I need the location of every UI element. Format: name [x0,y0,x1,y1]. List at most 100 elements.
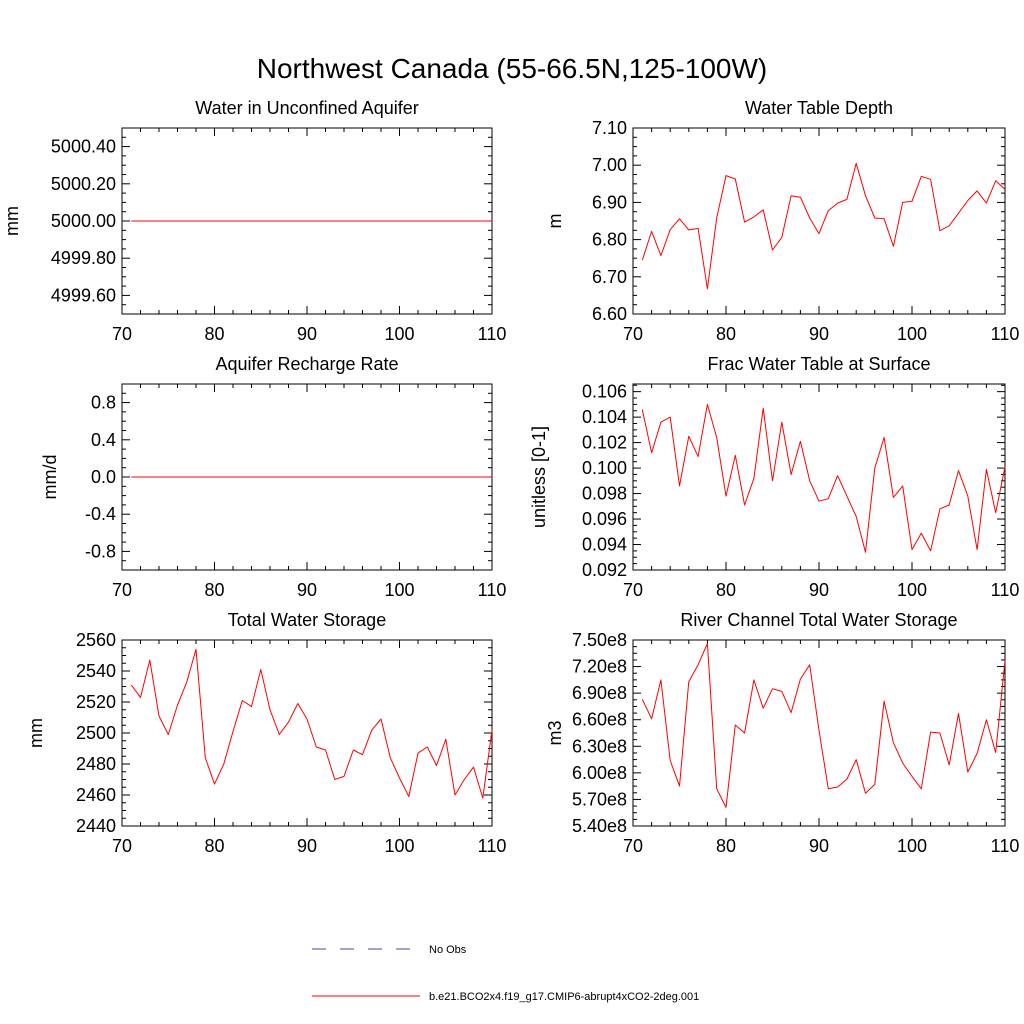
x-tick-label: 80 [716,580,736,600]
panel-grid: Water in Unconfined Aquifer mm 70 80 90 100 11… [2,98,1019,856]
y-tick-label: 0.098 [582,484,627,504]
x-tick-label: 100 [384,580,414,600]
panel-title: Water Table Depth [745,98,893,118]
x-tick-label: 80 [204,836,224,856]
y-tick-label: 0.100 [582,458,627,478]
data-series-line [642,404,1005,552]
x-tick-label: 110 [991,836,1020,856]
x-tick-label: 90 [297,324,317,344]
plot-frame [633,384,1005,570]
x-tick-label: 80 [716,836,736,856]
y-tick-label: 6.00e8 [572,763,627,783]
panel-title: Frac Water Table at Surface [707,354,930,374]
x-tick-label: 100 [897,580,927,600]
y-axis-label: m3 [545,720,565,745]
y-tick-label: 2440 [76,816,116,836]
y-tick-label: 2520 [76,692,116,712]
x-tick-label: 90 [297,836,317,856]
x-tick-label: 80 [204,580,224,600]
chart-panel-1: Water in Unconfined Aquifer mm 70 80 90 100 11… [2,98,506,344]
x-tick-label: 100 [897,324,927,344]
y-tick-label: 5.40e8 [572,816,627,836]
y-tick-label: 0.102 [582,433,627,453]
x-tick-label: 100 [384,836,414,856]
legend: No Obs b.e21.BCO2x4.f19_g17.CMIP6-abrupt… [312,944,699,1003]
x-tick-label: 80 [204,324,224,344]
x-tick-label: 110 [478,836,507,856]
chart-panel-3: Aquifer Recharge Rate mm/d 70 80 90 100 110 -0.… [40,354,506,600]
y-tick-label: 0.4 [91,430,116,450]
y-tick-label: 2560 [76,630,116,650]
y-axis-label: mm/d [40,455,60,500]
x-tick-label: 70 [623,324,643,344]
x-tick-label: 90 [809,580,829,600]
y-tick-label: 5000.00 [51,211,116,231]
x-tick-label: 110 [991,324,1020,344]
y-tick-label: 6.90e8 [572,683,627,703]
y-tick-label: -0.8 [85,541,116,561]
plot-frame [122,640,492,826]
y-tick-label: 6.80 [592,230,627,250]
y-tick-label: 7.00 [592,155,627,175]
y-tick-label: 2460 [76,785,116,805]
chart-panel-6: River Channel Total Water Storage m3 70 80 9… [545,610,1019,856]
y-axis-label: mm [26,718,46,748]
y-tick-label: 6.60e8 [572,710,627,730]
x-tick-label: 80 [716,324,736,344]
y-tick-label: 6.70 [592,267,627,287]
panel-title: River Channel Total Water Storage [680,610,957,630]
x-tick-label: 70 [112,580,132,600]
panel-title: Water in Unconfined Aquifer [195,98,418,118]
chart-panel-2: Water Table Depth m 70 80 90 100 110 6.60 6.70 6.… [545,98,1019,344]
y-tick-label: 2500 [76,723,116,743]
x-tick-label: 90 [297,580,317,600]
x-tick-label: 90 [809,836,829,856]
legend-label-model: b.e21.BCO2x4.f19_g17.CMIP6-abrupt4xCO2-2… [429,991,699,1003]
y-tick-label: 0.092 [582,560,627,580]
x-tick-label: 110 [478,324,507,344]
y-tick-label: 6.90 [592,192,627,212]
data-series-line [642,163,1005,288]
y-tick-label: 6.30e8 [572,736,627,756]
x-tick-label: 90 [809,324,829,344]
x-tick-label: 70 [623,580,643,600]
y-tick-label: 0.0 [91,467,116,487]
y-tick-label: 2480 [76,754,116,774]
y-axis-label: m [545,214,565,229]
y-tick-label: 5000.40 [51,137,116,157]
plot-frame [633,128,1005,314]
y-tick-label: 7.10 [592,118,627,138]
y-tick-label: 5000.20 [51,174,116,194]
y-tick-label: 7.50e8 [572,630,627,650]
y-tick-label: 6.60 [592,304,627,324]
data-series-line [131,649,492,798]
panel-title: Total Water Storage [228,610,386,630]
y-tick-label: 5.70e8 [572,789,627,809]
y-tick-label: 4999.60 [51,285,116,305]
y-tick-label: 0.104 [582,407,627,427]
x-tick-label: 100 [897,836,927,856]
x-tick-label: 100 [384,324,414,344]
y-tick-label: 4999.80 [51,248,116,268]
y-tick-label: 0.096 [582,509,627,529]
y-tick-label: 0.094 [582,535,627,555]
chart-panel-5: Total Water Storage mm 70 80 90 100 110 2440 246… [26,610,506,856]
figure: Northwest Canada (55-66.5N,125-100W) Wat… [0,0,1024,1024]
data-series-line [642,644,1005,808]
y-tick-label: 0.106 [582,382,627,402]
chart-panel-4: Frac Water Table at Surface unitless [0-1… [529,354,1019,600]
y-tick-label: 7.20e8 [572,657,627,677]
x-tick-label: 70 [112,836,132,856]
legend-label-no-obs: No Obs [429,944,467,956]
figure-title: Northwest Canada (55-66.5N,125-100W) [257,53,767,84]
y-tick-label: 2540 [76,661,116,681]
x-tick-label: 110 [478,580,507,600]
x-tick-label: 110 [991,580,1020,600]
y-axis-label: unitless [0-1] [529,426,549,528]
y-tick-label: 0.8 [91,393,116,413]
panel-title: Aquifer Recharge Rate [215,354,398,374]
y-axis-label: mm [2,206,22,236]
x-tick-label: 70 [623,836,643,856]
x-tick-label: 70 [112,324,132,344]
y-tick-label: -0.4 [85,504,116,524]
